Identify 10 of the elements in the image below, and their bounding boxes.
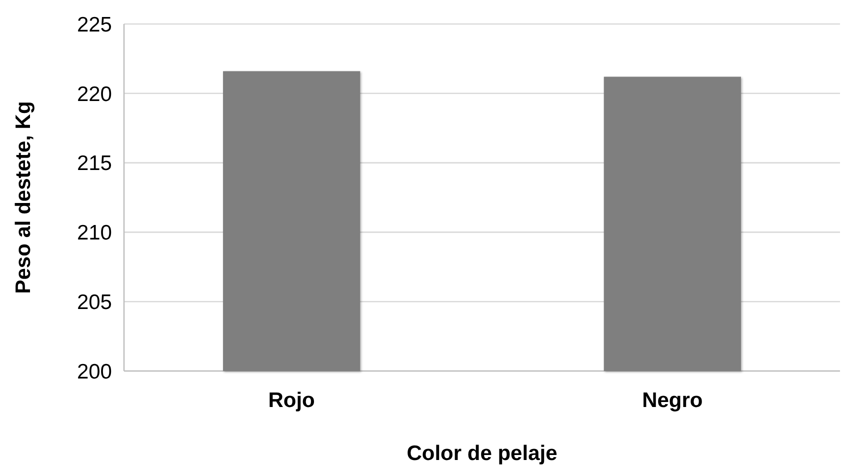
y-tick-label: 220: [76, 82, 112, 106]
x-tick-label: Rojo: [268, 389, 315, 412]
y-tick-label: 205: [76, 290, 112, 314]
y-tick-label: 200: [76, 360, 112, 384]
y-tick-label: 215: [76, 152, 112, 176]
y-axis-title: Peso al destete, Kg: [12, 101, 35, 294]
x-tick-label: Negro: [642, 389, 703, 412]
y-tick-label: 210: [76, 222, 112, 245]
y-tick-label: 225: [76, 13, 112, 36]
x-axis-title: Color de pelaje: [406, 442, 558, 465]
